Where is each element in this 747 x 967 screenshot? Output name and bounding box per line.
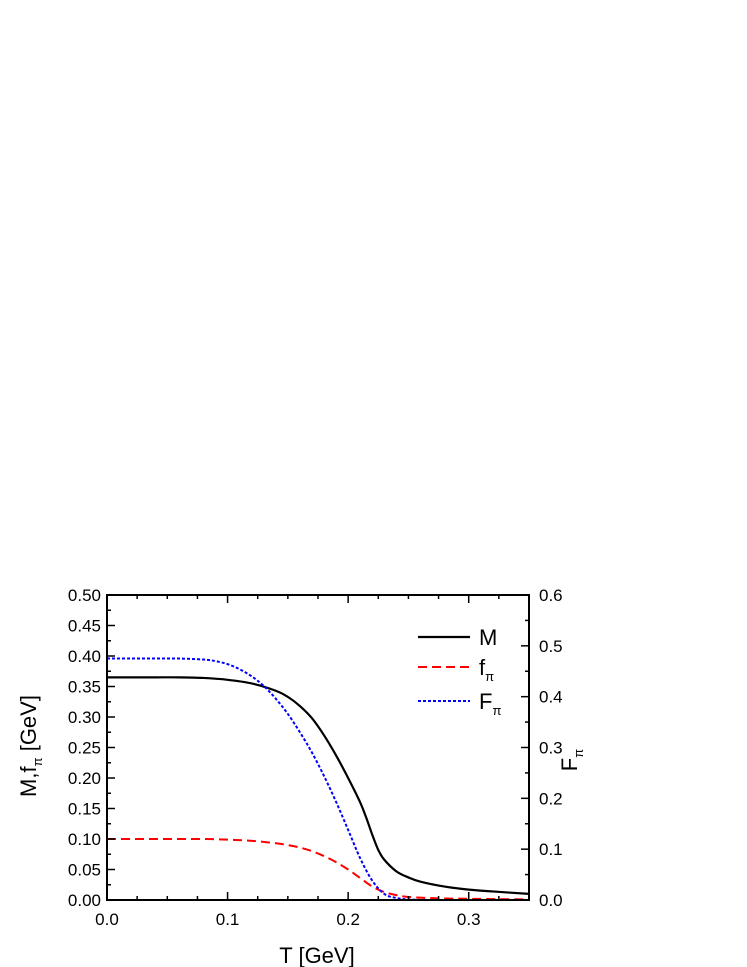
x-tick-label: 0.2 (336, 910, 360, 929)
y-axis-left-title-unit: [GeV] (16, 695, 41, 757)
series-line-2 (107, 837, 530, 901)
y-left-tick-label: 0.50 (68, 586, 101, 605)
series-line-3 (107, 657, 529, 902)
axes-layer: 0.0 0.1 0.2 0.30.000.050.100.150.200.250.30… (68, 586, 563, 929)
y-right-tick-label: 0.4 (539, 688, 563, 707)
y-axis-right-title: Fπ (557, 749, 586, 771)
x-tick-label: 0.0 (95, 910, 119, 929)
y-left-tick-label: 0.45 (68, 617, 101, 636)
y-right-tick-label: 0.1 (539, 840, 563, 859)
x-axis-title: T [GeV] (279, 943, 354, 967)
y-left-tick-label: 0.30 (68, 708, 101, 727)
y-left-tick-label: 0.05 (68, 861, 101, 880)
y-right-tick-label: 0.6 (539, 586, 563, 605)
series-line-1 (107, 676, 530, 895)
series-layer (107, 657, 530, 902)
y-axis-right-title-sub: π (571, 749, 586, 758)
legend-label-3: Fπ (479, 689, 501, 718)
legend-label-2: fπ (479, 655, 494, 684)
y-axis-left-title: M,fπ [GeV] (16, 695, 45, 797)
y-right-tick-label: 0.3 (539, 739, 563, 758)
y-axis-left-title-sub: π (30, 757, 45, 766)
y-left-tick-label: 0.00 (68, 891, 101, 910)
legend: Mfπ Fπ (418, 625, 501, 718)
y-left-tick-label: 0.40 (68, 647, 101, 666)
x-tick-label: 0.1 (216, 910, 240, 929)
y-left-tick-label: 0.25 (68, 739, 101, 758)
y-right-tick-label: 0.2 (539, 789, 563, 808)
y-left-tick-label: 0.35 (68, 678, 101, 697)
x-tick-label: 0.3 (457, 910, 481, 929)
legend-label-1: M (479, 625, 497, 650)
y-right-tick-label: 0.0 (539, 891, 563, 910)
y-left-tick-label: 0.20 (68, 769, 101, 788)
y-left-tick-label: 0.15 (68, 800, 101, 819)
y-axis-left-title-main: M,f (16, 766, 41, 797)
y-right-tick-label: 0.5 (539, 637, 563, 656)
y-left-tick-label: 0.10 (68, 830, 101, 849)
y-axis-right-title-main: F (557, 758, 582, 771)
